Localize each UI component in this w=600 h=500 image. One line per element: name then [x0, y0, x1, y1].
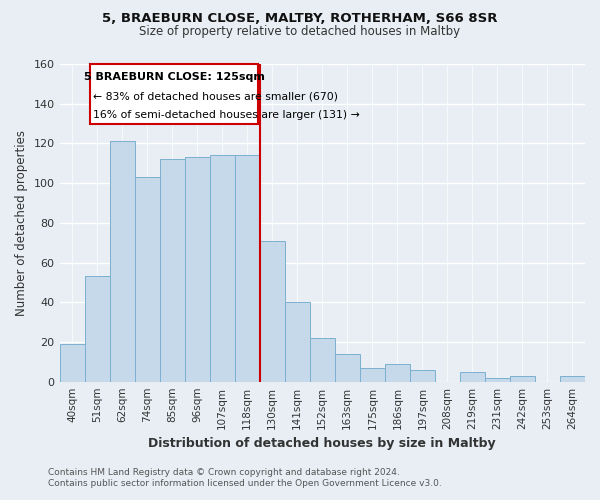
- Bar: [209, 156, 235, 382]
- Bar: [134, 177, 160, 382]
- Text: ← 83% of detached houses are smaller (670): ← 83% of detached houses are smaller (67…: [94, 92, 338, 102]
- Bar: [260, 240, 285, 382]
- Bar: [310, 338, 335, 382]
- Bar: [110, 142, 134, 382]
- Bar: [85, 276, 110, 382]
- Text: Contains HM Land Registry data © Crown copyright and database right 2024.
Contai: Contains HM Land Registry data © Crown c…: [48, 468, 442, 487]
- Bar: [410, 370, 435, 382]
- Text: 5, BRAEBURN CLOSE, MALTBY, ROTHERHAM, S66 8SR: 5, BRAEBURN CLOSE, MALTBY, ROTHERHAM, S6…: [102, 12, 498, 26]
- X-axis label: Distribution of detached houses by size in Maltby: Distribution of detached houses by size …: [148, 437, 496, 450]
- Bar: [360, 368, 385, 382]
- Bar: [335, 354, 360, 382]
- Text: Size of property relative to detached houses in Maltby: Size of property relative to detached ho…: [139, 25, 461, 38]
- Text: 16% of semi-detached houses are larger (131) →: 16% of semi-detached houses are larger (…: [94, 110, 360, 120]
- FancyBboxPatch shape: [89, 64, 259, 124]
- Bar: [285, 302, 310, 382]
- Y-axis label: Number of detached properties: Number of detached properties: [15, 130, 28, 316]
- Bar: [185, 158, 209, 382]
- Bar: [560, 376, 585, 382]
- Text: 5 BRAEBURN CLOSE: 125sqm: 5 BRAEBURN CLOSE: 125sqm: [83, 72, 265, 82]
- Bar: [235, 156, 260, 382]
- Bar: [385, 364, 410, 382]
- Bar: [510, 376, 535, 382]
- Bar: [485, 378, 510, 382]
- Bar: [160, 160, 185, 382]
- Bar: [460, 372, 485, 382]
- Bar: [59, 344, 85, 382]
